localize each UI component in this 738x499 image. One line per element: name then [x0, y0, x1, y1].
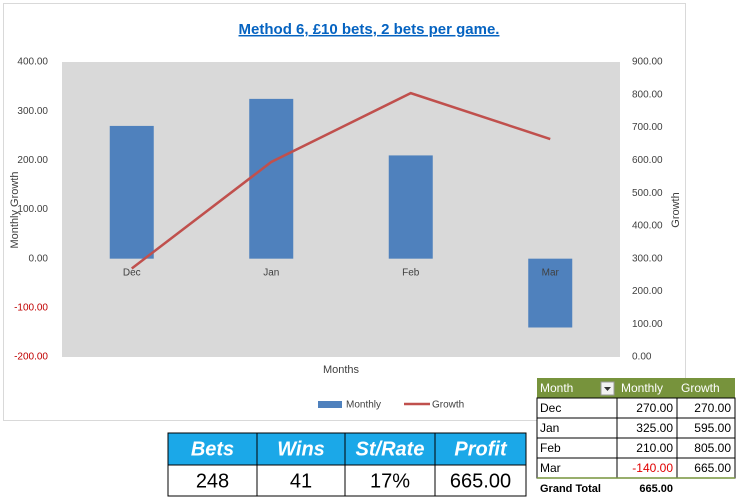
y-axis-label: Monthly Growth: [9, 171, 21, 248]
y-tick-label: -200.00: [14, 352, 48, 363]
x-tick-label: Jan: [263, 267, 279, 278]
pivot-cell-text: 595.00: [694, 421, 731, 435]
chart-title: Method 6, £10 bets, 2 bets per game.: [239, 21, 500, 38]
y2-tick-label: 900.00: [632, 57, 663, 68]
pivot-header-text: Monthly: [621, 381, 663, 395]
bar: [388, 155, 433, 259]
filter-arrow: [604, 387, 611, 391]
pivot-cell-text: Jan: [540, 421, 559, 435]
pivot-header-text: Month: [540, 381, 573, 395]
pivot-cell-text: -140.00: [632, 461, 673, 475]
y-tick-label: 0.00: [29, 253, 49, 264]
cell: [344, 464, 436, 497]
x-axis-label: Months: [323, 364, 360, 376]
x-tick-label: Feb: [402, 267, 420, 278]
plot-area: [62, 62, 620, 357]
x-tick-label: Mar: [542, 267, 560, 278]
y-tick-label: -100.00: [14, 302, 48, 313]
pivot-cell-text: 665.00: [694, 461, 731, 475]
legend-swatch: [318, 401, 342, 408]
header-cell: [344, 432, 436, 466]
cell-text: 248: [196, 470, 229, 492]
y2-tick-label: 100.00: [632, 319, 663, 330]
pivot-cell-text: Dec: [540, 401, 561, 415]
y-tick-label: 400.00: [17, 57, 48, 68]
y-tick-label: 300.00: [17, 106, 48, 117]
pivot-cell-text: 210.00: [636, 441, 673, 455]
y2-tick-label: 600.00: [632, 155, 663, 166]
pivot-total-value: 665.00: [639, 483, 673, 495]
pivot-cell-text: 270.00: [636, 401, 673, 415]
line: [130, 91, 551, 270]
pivot-cell-text: 270.00: [694, 401, 731, 415]
header-text: St/Rate: [356, 438, 425, 460]
legend-label: Monthly: [346, 400, 381, 411]
bar: [249, 98, 294, 259]
y2-tick-label: 300.00: [632, 253, 663, 264]
header-text: Bets: [191, 438, 234, 460]
cell-text: 41: [290, 470, 312, 492]
bar: [528, 258, 573, 328]
header-text: Wins: [277, 438, 325, 460]
pivot-header-text: Growth: [681, 381, 720, 395]
pivot-header: [537, 378, 735, 398]
cell-text: 17%: [370, 470, 410, 492]
y2-tick-label: 500.00: [632, 188, 663, 199]
pivot-cell-text: 805.00: [694, 441, 731, 455]
bar: [109, 125, 154, 259]
legend-label: Growth: [432, 400, 464, 411]
y2-axis-label: Growth: [670, 192, 682, 227]
header-cell: [434, 432, 527, 466]
pivot-total-label: Grand Total: [540, 483, 601, 495]
y-tick-label: 200.00: [17, 155, 48, 166]
y2-tick-label: 700.00: [632, 122, 663, 133]
pivot-cell-text: Mar: [540, 461, 561, 475]
y2-tick-label: 0.00: [632, 352, 652, 363]
pivot-cell-text: 325.00: [636, 421, 673, 435]
y2-tick-label: 400.00: [632, 221, 663, 232]
y2-tick-label: 200.00: [632, 286, 663, 297]
y2-tick-label: 800.00: [632, 89, 663, 100]
x-tick-label: Dec: [123, 267, 141, 278]
pivot-cell-text: Feb: [540, 441, 561, 455]
cell-text: 665.00: [450, 470, 511, 492]
cell: [434, 464, 527, 497]
header-text: Profit: [454, 438, 508, 460]
cell: [256, 464, 346, 497]
y-tick-label: 100.00: [17, 204, 48, 215]
